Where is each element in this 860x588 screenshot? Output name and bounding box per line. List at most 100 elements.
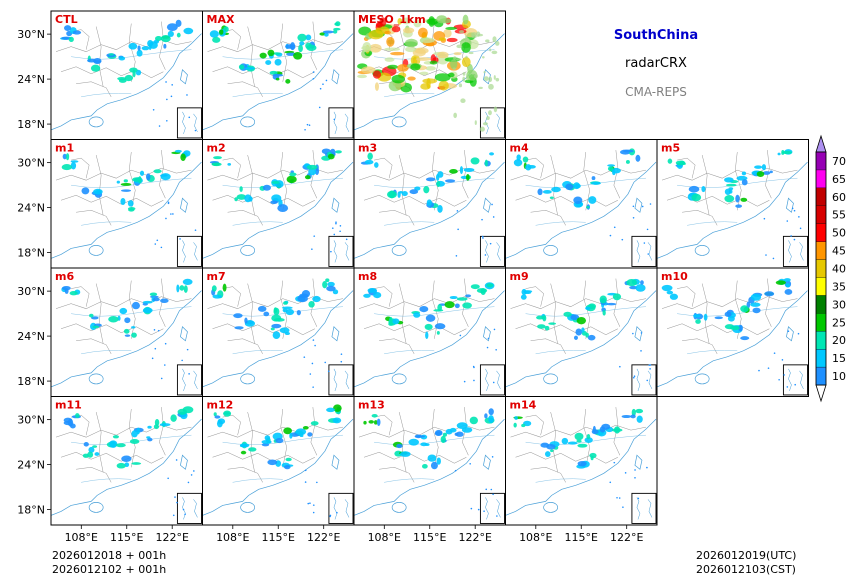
lat-tick-label: 18°N xyxy=(17,247,45,260)
radar-echo xyxy=(286,175,297,184)
radar-echo xyxy=(182,278,193,285)
radar-echo xyxy=(272,73,284,77)
radar-echo xyxy=(740,336,750,341)
radar-echo xyxy=(798,216,800,218)
radar-echo xyxy=(714,316,723,320)
panel-ctl: CTL xyxy=(50,10,203,140)
radar-echo xyxy=(443,29,452,38)
radar-echo xyxy=(536,315,544,320)
panel-m10: m10 xyxy=(656,267,809,397)
radar-echo xyxy=(233,313,243,319)
radar-echo xyxy=(326,407,335,413)
radar-echo xyxy=(491,50,498,55)
radar-echo xyxy=(640,350,642,352)
radar-echo xyxy=(336,511,338,514)
radar-echo xyxy=(167,30,174,37)
radar-echo xyxy=(520,294,527,300)
lon-tick-label: 108°E xyxy=(519,531,552,544)
radar-echo xyxy=(305,42,312,49)
radar-echo xyxy=(478,86,483,90)
radar-echo xyxy=(445,26,457,30)
radar-echo xyxy=(537,324,546,329)
radar-echo xyxy=(405,38,418,48)
radar-echo xyxy=(234,326,244,330)
lat-tick-label: 24°N xyxy=(17,330,45,343)
radar-echo xyxy=(267,459,278,466)
lon-tick-label: 122°E xyxy=(610,531,643,544)
panel-m7: m7 xyxy=(202,267,355,397)
radar-echo xyxy=(444,301,455,309)
radar-echo xyxy=(312,386,314,388)
radar-echo xyxy=(754,165,763,169)
radar-echo xyxy=(322,83,324,85)
radar-echo xyxy=(461,56,471,68)
radar-echo xyxy=(325,278,330,283)
radar-echo xyxy=(752,307,761,314)
colorbar-segment xyxy=(815,205,827,224)
radar-echo xyxy=(121,455,132,462)
radar-echo xyxy=(765,254,767,256)
radar-echo xyxy=(472,365,475,368)
radar-echo xyxy=(142,300,153,304)
radar-echo xyxy=(591,181,601,185)
radar-echo xyxy=(152,108,155,111)
lon-tick-label: 115°E xyxy=(262,531,295,544)
radar-echo xyxy=(92,325,100,329)
panel-label: MAX xyxy=(207,13,235,26)
radar-echo xyxy=(477,508,480,511)
radar-echo xyxy=(283,301,288,305)
valid-time-block: 2026012019(UTC) 2026012103(CST) xyxy=(696,549,796,577)
panel-m5: m5 xyxy=(656,139,809,269)
radar-echo xyxy=(648,364,651,366)
radar-echo xyxy=(137,45,141,51)
radar-echo xyxy=(621,238,624,241)
radar-echo xyxy=(456,422,468,429)
radar-echo xyxy=(318,106,321,109)
radar-echo xyxy=(577,460,587,467)
radar-echo xyxy=(424,323,433,330)
radar-echo xyxy=(688,185,700,193)
radar-echo xyxy=(392,318,400,325)
radar-echo xyxy=(453,52,462,56)
radar-echo xyxy=(797,332,800,335)
radar-echo xyxy=(211,285,217,292)
radar-echo xyxy=(599,295,607,304)
radar-echo xyxy=(175,459,178,461)
radar-echo xyxy=(611,167,621,174)
radar-echo xyxy=(333,404,342,412)
radar-echo xyxy=(279,327,290,334)
radar-echo xyxy=(546,444,556,450)
panel-m3: m3 xyxy=(353,139,506,269)
radar-echo xyxy=(613,461,616,464)
radar-echo xyxy=(691,193,702,202)
radar-echo xyxy=(407,76,416,81)
radar-echo xyxy=(449,427,457,433)
lat-tick-label: 24°N xyxy=(17,459,45,472)
radar-echo xyxy=(427,454,437,462)
radar-echo xyxy=(587,334,596,341)
radar-echo xyxy=(89,313,94,318)
radar-echo xyxy=(484,254,487,256)
radar-echo xyxy=(63,25,72,32)
radar-echo xyxy=(310,421,319,426)
radar-echo xyxy=(454,303,460,309)
lon-tick-label: 122°E xyxy=(155,531,188,544)
panel-m8: m8 xyxy=(353,267,506,397)
radar-echo xyxy=(616,496,618,499)
radar-echo xyxy=(160,377,163,380)
radar-echo xyxy=(449,295,458,300)
radar-echo xyxy=(319,32,326,36)
radar-echo xyxy=(466,69,478,81)
radar-echo xyxy=(244,66,255,70)
radar-echo xyxy=(387,64,399,70)
radar-echo xyxy=(563,311,572,317)
radar-echo xyxy=(492,36,497,43)
radar-echo xyxy=(693,314,701,318)
radar-echo xyxy=(289,432,293,439)
radar-echo xyxy=(304,175,311,180)
panel-m11: m11 xyxy=(50,396,203,526)
radar-echo xyxy=(724,311,732,317)
radar-echo xyxy=(471,32,477,37)
radar-echo xyxy=(166,119,168,122)
radar-echo xyxy=(172,514,175,517)
